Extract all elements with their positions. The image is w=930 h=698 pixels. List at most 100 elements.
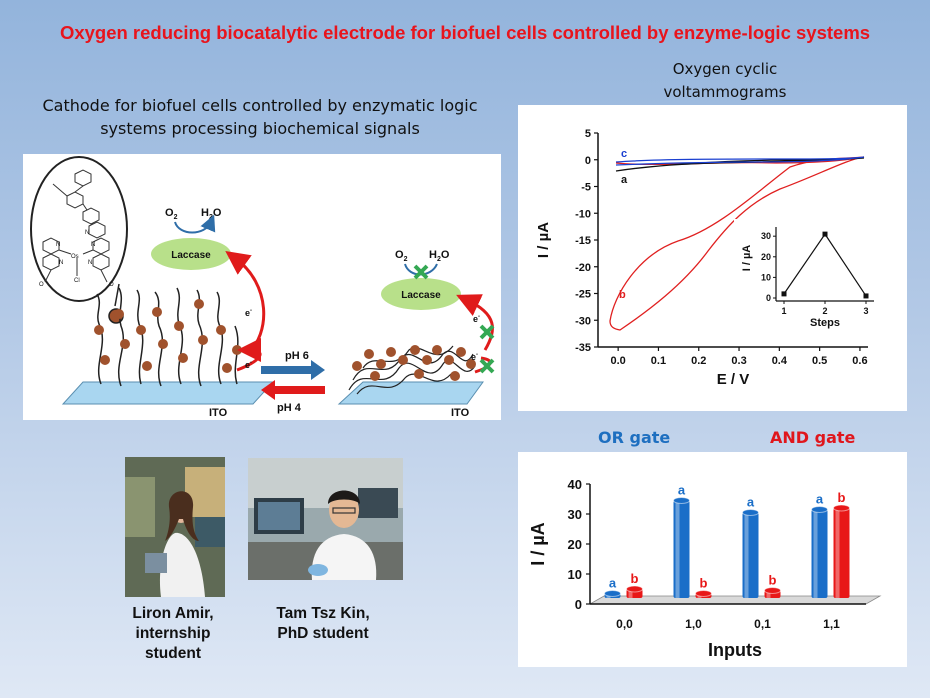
liron-role-line2: student xyxy=(145,645,201,662)
bar-back-wall xyxy=(604,476,880,596)
bar-highlight xyxy=(744,512,749,598)
bar-cap xyxy=(742,509,759,516)
cv-curve-c xyxy=(615,156,865,166)
cv-y-tick-label: -10 xyxy=(575,208,591,220)
inset-x-tick-label: 1 xyxy=(781,306,786,316)
inset-point xyxy=(822,231,828,237)
cv-y-tick-label: 5 xyxy=(585,128,591,140)
bar-a-0-1 xyxy=(742,512,759,598)
cv-y-tick-label: -5 xyxy=(581,182,591,194)
bar-category-label: 1,1 xyxy=(823,617,840,631)
right-block-mark-2 xyxy=(479,324,495,340)
bar-value-label-b: b xyxy=(631,571,639,586)
inset-y-tick-label: 30 xyxy=(761,231,771,241)
ph6-label: pH 6 xyxy=(285,350,309,362)
cv-x-tick-label: 0.6 xyxy=(852,355,867,367)
bar-category-label: 1,0 xyxy=(685,617,702,631)
cv-y-tick-label: 0 xyxy=(585,155,591,167)
bar-category-label: 0,1 xyxy=(754,617,771,631)
bar-cap xyxy=(695,590,712,597)
cv-y-tick-label: -30 xyxy=(575,315,591,327)
inset-x-tick-label: 3 xyxy=(863,306,868,316)
cv-label-a: a xyxy=(621,174,628,186)
bar-y-tick-label: 40 xyxy=(568,477,582,492)
bar-highlight xyxy=(628,589,633,598)
cv-caption-line1: Oxygen cyclic xyxy=(672,60,778,78)
cv-x-tick-label: 0.3 xyxy=(731,355,746,367)
complex-label-os: Os xyxy=(71,254,79,260)
left-laccase-label: Laccase xyxy=(171,250,211,261)
cv-chart: 5 0 -5 -10 -15 -20 -25 -30 -35 0.0 0.1 0.2 0.3 0.4 0.5… xyxy=(535,128,882,388)
or-gate-label: OR gate xyxy=(598,428,671,447)
and-gate-label: AND gate xyxy=(770,428,856,447)
liron-amir-photo xyxy=(125,457,225,597)
right-electrode: ITO xyxy=(337,345,484,419)
inset-y-axis-label: I / µA xyxy=(741,245,753,272)
bar-chart-panel: 0 10 20 30 40 0,0 a b 1,0 a b 0,1 a b 1,1 a b Inputs I / µ… xyxy=(518,452,907,667)
complex-label-n3: N xyxy=(59,260,63,266)
cv-x-tick-label: 0.5 xyxy=(812,355,827,367)
cv-chart-panel: 5 0 -5 -10 -15 -20 -25 -30 -35 0.0 0.1 0.2 0.3 0.4 0.5… xyxy=(518,105,907,411)
inset-x-axis-label: Steps xyxy=(810,317,840,329)
left-electron-label-2: e- xyxy=(245,360,252,370)
inset-x-tick-label: 2 xyxy=(822,306,827,316)
tam-tsz-kin-caption: Tam Tsz Kin, PhD student xyxy=(248,604,398,644)
bar-x-axis-label: Inputs xyxy=(708,640,762,660)
osmium-complex-zoom: N N Os N N Cl N O O xyxy=(30,156,128,324)
inset-point xyxy=(781,291,787,297)
bar-value-label-a: a xyxy=(747,495,755,510)
bar-y-tick-label: 0 xyxy=(575,597,582,612)
ph-switch-arrows: pH 6 pH 4 xyxy=(261,350,325,414)
bar-cap xyxy=(604,590,621,597)
cv-caption: Oxygen cyclic voltammograms xyxy=(600,58,850,104)
bar-cap xyxy=(626,585,643,593)
bar-y-tick-label: 20 xyxy=(568,537,582,552)
right-laccase: Laccase O2 H2O e- e- xyxy=(381,249,495,374)
cv-label-b: b xyxy=(619,289,626,301)
tam-tsz-kin-photo xyxy=(248,458,403,580)
bar-highlight xyxy=(675,500,680,598)
right-ito-label: ITO xyxy=(451,407,470,419)
inset-y-tick-label: 10 xyxy=(761,272,771,282)
electrode-schematic: N N Os N N Cl N O O xyxy=(23,154,501,420)
bar-highlight xyxy=(813,509,818,598)
cathode-caption-line1: Cathode for biofuel cells controlled by … xyxy=(42,96,478,115)
complex-label-cl: Cl xyxy=(74,278,80,284)
cv-inset-chart: 0 10 20 30 1 2 3 Steps I / µA xyxy=(734,219,882,333)
bar-value-label-a: a xyxy=(609,576,617,591)
right-electron-label-2: e- xyxy=(471,352,478,362)
bar-category-label: 0,0 xyxy=(616,617,633,631)
bar-value-label-b: b xyxy=(700,576,708,591)
bar-y-tick-label: 30 xyxy=(568,507,582,522)
left-electron-label-1: e- xyxy=(245,308,252,318)
cv-curve-b xyxy=(609,156,865,331)
cv-label-c: c xyxy=(621,148,627,160)
complex-label-n1: N xyxy=(56,242,60,248)
cv-x-tick-label: 0.0 xyxy=(611,355,626,367)
cv-x-tick-label: 0.4 xyxy=(772,355,788,367)
complex-label-o2: O xyxy=(109,282,114,288)
right-block-mark-3 xyxy=(479,358,495,374)
inset-point xyxy=(863,293,869,299)
liron-amir-caption: Liron Amir, internship student xyxy=(108,604,238,664)
complex-label-n5: N xyxy=(85,230,89,236)
inset-y-tick-label: 0 xyxy=(766,293,771,303)
bar-a-1-1 xyxy=(811,509,828,598)
left-electrode: ITO xyxy=(61,287,275,419)
bar-cap xyxy=(764,587,781,594)
bar-cap xyxy=(833,504,850,512)
main-title: Oxygen reducing biocatalytic electrode f… xyxy=(59,22,871,43)
liron-role-line1: internship xyxy=(135,625,211,642)
ph4-label: pH 4 xyxy=(277,402,302,414)
cv-x-tick-label: 0.2 xyxy=(691,355,706,367)
cv-caption-line2: voltammograms xyxy=(663,83,787,101)
right-o2-label: O2 xyxy=(395,249,408,263)
bar-value-label-b: b xyxy=(838,490,846,505)
liron-name: Liron Amir, xyxy=(132,605,214,622)
cv-y-tick-label: -15 xyxy=(575,235,591,247)
left-o2-label: O2 xyxy=(165,207,178,221)
bar-highlight xyxy=(835,508,840,598)
schematic-svg: N N Os N N Cl N O O xyxy=(30,156,495,419)
tam-name: Tam Tsz Kin, xyxy=(276,605,370,622)
